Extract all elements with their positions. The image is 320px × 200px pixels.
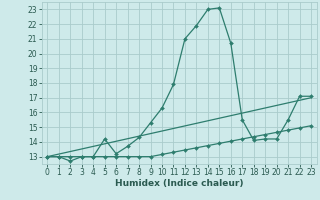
X-axis label: Humidex (Indice chaleur): Humidex (Indice chaleur) xyxy=(115,179,244,188)
